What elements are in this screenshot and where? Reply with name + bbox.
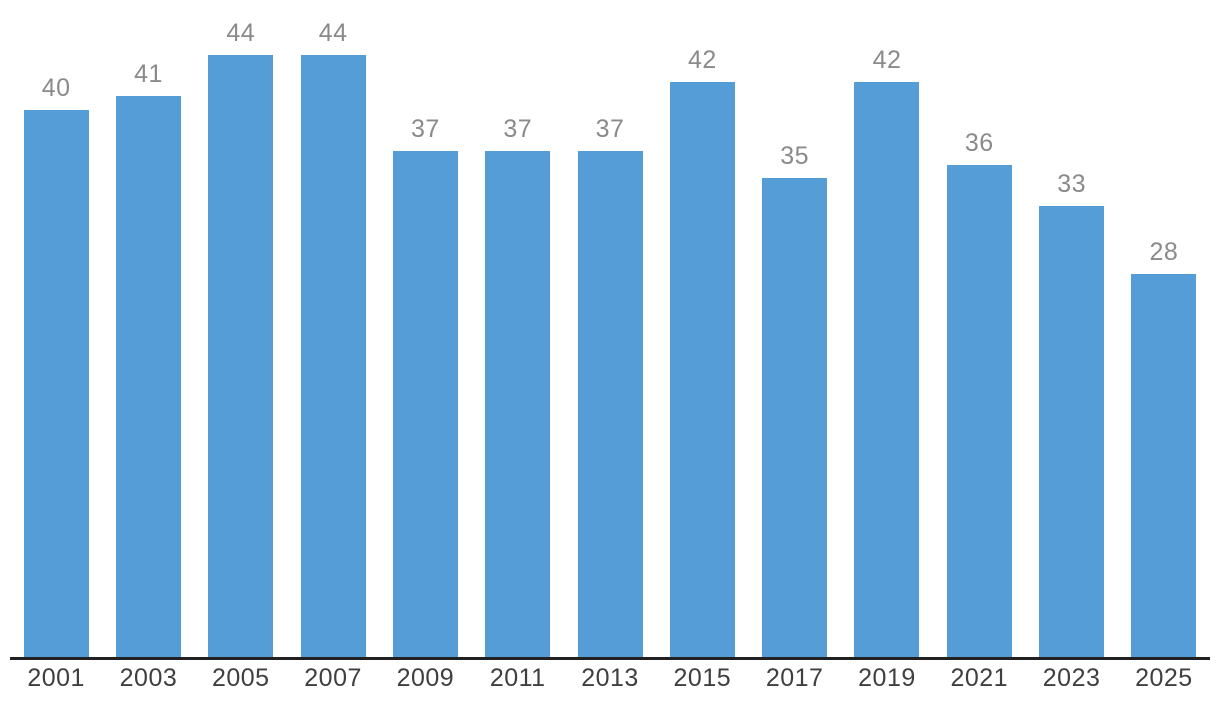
bar — [854, 82, 920, 657]
x-axis-tick-label: 2017 — [765, 664, 824, 692]
bar-group: 33 — [1025, 14, 1117, 657]
x-axis-tick-label: 2003 — [119, 664, 178, 692]
bar — [300, 55, 366, 657]
bar — [762, 178, 828, 657]
bar-group: 36 — [933, 14, 1025, 657]
bar-group: 40 — [10, 14, 102, 657]
x-axis-line — [10, 657, 1210, 660]
x-axis-tick-label: 2015 — [673, 664, 732, 692]
bar — [392, 150, 458, 657]
bar — [1039, 205, 1105, 657]
x-axis-tick-label: 2013 — [581, 664, 639, 692]
x-axis-tick-label: 2005 — [211, 664, 270, 692]
bar-value-label: 37 — [595, 114, 625, 143]
x-axis-tick-label: 2001 — [27, 664, 85, 692]
x-axis-tick-label: 2011 — [489, 664, 546, 692]
bar-value-label: 35 — [780, 142, 810, 171]
x-axis-tick-label: 2025 — [1135, 664, 1193, 692]
bar — [577, 150, 643, 657]
bar-value-label: 44 — [318, 19, 348, 48]
bar-value-label: 42 — [872, 46, 902, 75]
bar-group: 41 — [102, 14, 194, 657]
bar — [23, 109, 89, 657]
bar-value-label: 44 — [226, 19, 256, 48]
bar-group: 44 — [287, 14, 379, 657]
bar-value-label: 28 — [1149, 237, 1179, 266]
bar-group: 37 — [472, 14, 564, 657]
x-axis-tick-label: 2007 — [304, 664, 362, 692]
x-axis-tick-label: 2023 — [1042, 664, 1101, 692]
x-axis-tick-label: 2021 — [950, 664, 1009, 692]
bar — [485, 150, 551, 657]
bar-value-label: 37 — [411, 114, 440, 143]
bar — [115, 96, 181, 657]
bar-group: 28 — [1118, 14, 1210, 657]
x-axis-tick-label: 2019 — [858, 664, 916, 692]
x-axis-tick-labels: 2001 2003 2005 2007 2009 2011 2013 2015 2017 2019… — [10, 663, 1210, 693]
bar-group: 42 — [656, 14, 748, 657]
bar-group: 44 — [195, 14, 287, 657]
bar — [946, 164, 1012, 657]
bar-value-label: 41 — [134, 60, 163, 89]
bar-value-label: 33 — [1057, 169, 1086, 198]
bar — [208, 55, 274, 657]
x-axis-tick-label: 2009 — [396, 664, 455, 692]
bar-value-label: 40 — [41, 73, 71, 102]
bar — [669, 82, 735, 657]
plot-area: 40 41 44 44 37 37 37 42 35 42 36 33 28 — [10, 14, 1210, 657]
bar-group: 42 — [841, 14, 933, 657]
bar-group: 37 — [564, 14, 656, 657]
bar-group: 37 — [379, 14, 471, 657]
bar-value-label: 37 — [503, 114, 533, 143]
bar — [1131, 273, 1197, 657]
bar-value-label: 42 — [687, 46, 717, 75]
bar-group: 35 — [749, 14, 841, 657]
bar-value-label: 36 — [964, 128, 994, 157]
